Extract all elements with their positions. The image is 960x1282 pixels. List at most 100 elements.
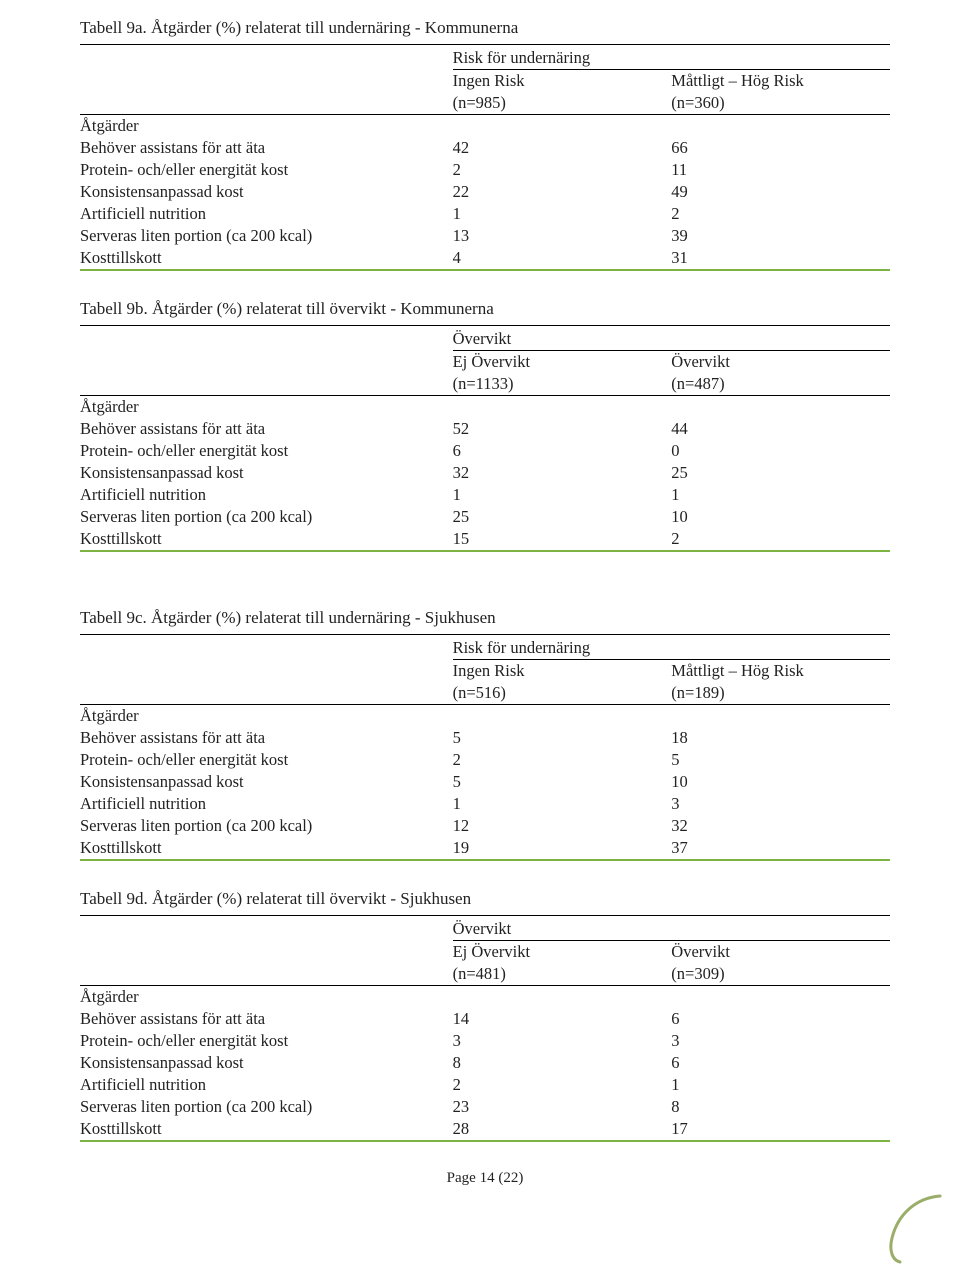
table-row: Kosttillskott1937: [80, 837, 890, 860]
cell-value-b: 10: [671, 771, 890, 793]
table-row: Serveras liten portion (ca 200 kcal)1232: [80, 815, 890, 837]
header-spacer: [80, 326, 453, 351]
cell-value-a: 23: [453, 1096, 672, 1118]
cell-value-a: 2: [453, 1074, 672, 1096]
header-spacer: [80, 92, 453, 115]
table-row: Artificiell nutrition13: [80, 793, 890, 815]
row-label: Serveras liten portion (ca 200 kcal): [80, 225, 453, 247]
header-spacer: [80, 941, 453, 964]
row-label: Kosttillskott: [80, 837, 453, 860]
table-row: Konsistensanpassad kost510: [80, 771, 890, 793]
cell-value-a: 6: [453, 440, 672, 462]
column-header-b: Måttligt – Hög Risk: [671, 660, 890, 683]
cell-value-a: 13: [453, 225, 672, 247]
header-spacer: [80, 660, 453, 683]
header-spacer: [80, 351, 453, 374]
cell-value-b: 6: [671, 1008, 890, 1030]
cell-value-b: 17: [671, 1118, 890, 1141]
cell-blank: [671, 115, 890, 138]
column-header-a: Ej Övervikt: [453, 351, 672, 374]
cell-value-a: 5: [453, 727, 672, 749]
cell-value-a: 1: [453, 793, 672, 815]
row-label: Artificiell nutrition: [80, 793, 453, 815]
cell-blank: [453, 705, 672, 728]
table-row: Kosttillskott2817: [80, 1118, 890, 1141]
row-label: Serveras liten portion (ca 200 kcal): [80, 506, 453, 528]
row-section-header: Åtgärder: [80, 396, 453, 419]
group-header: Övervikt: [453, 326, 890, 351]
table-row: Behöver assistans för att äta146: [80, 1008, 890, 1030]
header-spacer: [80, 373, 453, 396]
cell-value-a: 4: [453, 247, 672, 270]
row-label: Protein- och/eller energität kost: [80, 749, 453, 771]
table-row: Serveras liten portion (ca 200 kcal)238: [80, 1096, 890, 1118]
row-section-header: Åtgärder: [80, 705, 453, 728]
cell-value-a: 42: [453, 137, 672, 159]
row-label: Artificiell nutrition: [80, 203, 453, 225]
column-n-b: (n=309): [671, 963, 890, 986]
cell-value-a: 28: [453, 1118, 672, 1141]
cell-blank: [453, 986, 672, 1009]
page-number: Page 14 (22): [80, 1170, 890, 1187]
row-label: Behöver assistans för att äta: [80, 137, 453, 159]
column-header-a: Ingen Risk: [453, 660, 672, 683]
table-row: Artificiell nutrition21: [80, 1074, 890, 1096]
row-label: Protein- och/eller energität kost: [80, 1030, 453, 1052]
cell-value-a: 3: [453, 1030, 672, 1052]
column-header-b: Övervikt: [671, 941, 890, 964]
table-row: Artificiell nutrition12: [80, 203, 890, 225]
cell-value-b: 5: [671, 749, 890, 771]
cell-blank: [453, 396, 672, 419]
cell-value-b: 1: [671, 1074, 890, 1096]
table-row: Artificiell nutrition11: [80, 484, 890, 506]
cell-value-a: 1: [453, 484, 672, 506]
cell-value-b: 25: [671, 462, 890, 484]
decorative-swoosh-icon: [852, 1194, 942, 1264]
cell-value-a: 5: [453, 771, 672, 793]
row-label: Konsistensanpassad kost: [80, 462, 453, 484]
row-label: Konsistensanpassad kost: [80, 181, 453, 203]
cell-blank: [671, 396, 890, 419]
cell-value-a: 2: [453, 159, 672, 181]
row-label: Protein- och/eller energität kost: [80, 440, 453, 462]
table-row: Behöver assistans för att äta4266: [80, 137, 890, 159]
table-title: Tabell 9a. Åtgärder (%) relaterat till u…: [80, 18, 890, 38]
table-row: Kosttillskott431: [80, 247, 890, 270]
row-label: Konsistensanpassad kost: [80, 1052, 453, 1074]
row-label: Serveras liten portion (ca 200 kcal): [80, 1096, 453, 1118]
table-row: Protein- och/eller energität kost25: [80, 749, 890, 771]
cell-value-a: 8: [453, 1052, 672, 1074]
group-header: Risk för undernäring: [453, 45, 890, 70]
column-n-a: (n=985): [453, 92, 672, 115]
cell-value-b: 3: [671, 793, 890, 815]
header-spacer: [80, 682, 453, 705]
row-label: Kosttillskott: [80, 528, 453, 551]
cell-value-b: 2: [671, 203, 890, 225]
cell-blank: [453, 115, 672, 138]
cell-blank: [671, 705, 890, 728]
group-header: Övervikt: [453, 916, 890, 941]
cell-value-b: 2: [671, 528, 890, 551]
table-title: Tabell 9d. Åtgärder (%) relaterat till ö…: [80, 889, 890, 909]
column-n-a: (n=1133): [453, 373, 672, 396]
column-header-b: Övervikt: [671, 351, 890, 374]
row-section-header: Åtgärder: [80, 986, 453, 1009]
cell-value-b: 39: [671, 225, 890, 247]
row-label: Behöver assistans för att äta: [80, 418, 453, 440]
table-row: Behöver assistans för att äta518: [80, 727, 890, 749]
cell-value-a: 52: [453, 418, 672, 440]
cell-value-a: 22: [453, 181, 672, 203]
table-title: Tabell 9b. Åtgärder (%) relaterat till ö…: [80, 299, 890, 319]
cell-blank: [671, 986, 890, 1009]
row-label: Konsistensanpassad kost: [80, 771, 453, 793]
column-header-a: Ej Övervikt: [453, 941, 672, 964]
table-row: Kosttillskott152: [80, 528, 890, 551]
cell-value-b: 31: [671, 247, 890, 270]
cell-value-a: 1: [453, 203, 672, 225]
table-title: Tabell 9c. Åtgärder (%) relaterat till u…: [80, 608, 890, 628]
cell-value-b: 37: [671, 837, 890, 860]
row-label: Serveras liten portion (ca 200 kcal): [80, 815, 453, 837]
cell-value-b: 6: [671, 1052, 890, 1074]
row-label: Behöver assistans för att äta: [80, 727, 453, 749]
cell-value-a: 15: [453, 528, 672, 551]
